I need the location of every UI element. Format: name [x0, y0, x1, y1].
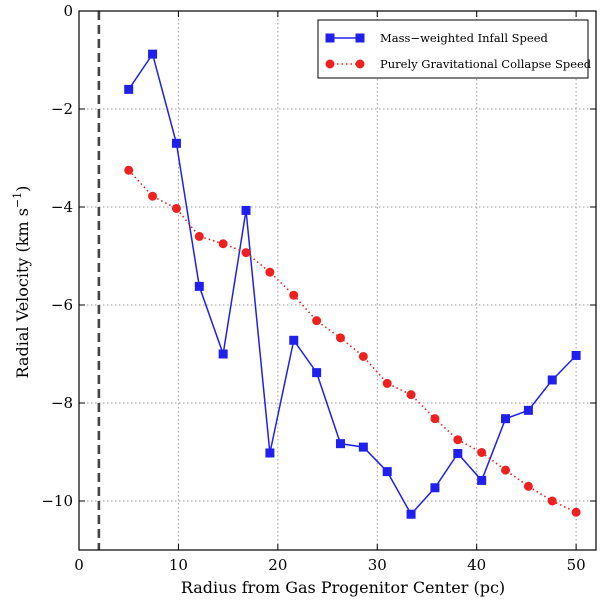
- data-point: [265, 267, 275, 277]
- data-point: [218, 239, 228, 249]
- data-point: [241, 205, 251, 215]
- data-point: [124, 165, 134, 175]
- y-tick-label: −8: [51, 394, 73, 412]
- data-point: [406, 509, 416, 519]
- data-point: [194, 231, 204, 241]
- series-line: [128, 169, 577, 513]
- data-point: [571, 350, 581, 360]
- plot-area-border: [78, 10, 597, 551]
- y-axis-title-superscript: −1: [11, 192, 24, 208]
- legend-label: Purely Gravitational Collapse Speed: [380, 57, 592, 71]
- data-point: [265, 448, 275, 458]
- x-tick-label: 50: [567, 556, 586, 574]
- data-point: [218, 349, 228, 359]
- data-point: [194, 281, 204, 291]
- data-point: [523, 405, 533, 415]
- data-point: [335, 439, 345, 449]
- x-tick-label: 40: [467, 556, 486, 574]
- data-point: [453, 435, 463, 445]
- series-infall-speed: [124, 49, 581, 519]
- series-line: [128, 52, 577, 516]
- data-point: [406, 390, 416, 400]
- data-point: [430, 483, 440, 493]
- x-tick-label: 20: [268, 556, 287, 574]
- x-tick-label: 10: [169, 556, 188, 574]
- data-point: [430, 414, 440, 424]
- legend-marker: [355, 59, 365, 69]
- data-point: [289, 335, 299, 345]
- data-point: [312, 316, 322, 326]
- x-tick-label: 30: [368, 556, 387, 574]
- data-point: [523, 481, 533, 491]
- legend-marker: [355, 33, 365, 43]
- data-point: [477, 475, 487, 485]
- y-axis-title-main: Radial Velocity (km s: [13, 208, 32, 378]
- data-point: [501, 465, 511, 475]
- data-point: [571, 507, 581, 517]
- data-point: [501, 414, 511, 424]
- legend-marker: [325, 33, 335, 43]
- y-axis-title-close: ): [13, 186, 32, 192]
- data-point: [358, 442, 368, 452]
- data-point: [171, 203, 181, 213]
- legend-marker: [325, 59, 335, 69]
- y-tick-label: −4: [51, 198, 73, 216]
- data-point: [289, 290, 299, 300]
- y-axis-title: Radial Velocity (km s−1): [11, 186, 32, 379]
- data-point: [171, 138, 181, 148]
- legend-box: [317, 19, 589, 79]
- data-point: [547, 496, 557, 506]
- legend-label: Mass−weighted Infall Speed: [380, 31, 549, 45]
- data-point: [382, 378, 392, 388]
- data-point: [358, 351, 368, 361]
- data-point: [547, 375, 557, 385]
- data-point: [312, 368, 322, 378]
- series-collapse-speed: [124, 165, 581, 517]
- data-point: [335, 333, 345, 343]
- data-point: [453, 448, 463, 458]
- y-tick-label: 0: [63, 2, 73, 20]
- data-point: [148, 191, 158, 201]
- data-point: [124, 84, 134, 94]
- data-point: [148, 49, 158, 59]
- grid: [79, 11, 596, 550]
- axis-ticks: 0 10 20 30 40 50 0 −2 −4 −6 −8 −10: [41, 2, 596, 574]
- x-axis-title: Radius from Gas Progenitor Center (pc): [181, 578, 505, 597]
- data-point: [477, 447, 487, 457]
- plot-frame: [78, 10, 597, 551]
- x-tick-label: 0: [74, 556, 84, 574]
- y-tick-label: −2: [51, 100, 73, 118]
- y-tick-label: −6: [51, 296, 73, 314]
- legend: Mass−weighted Infall Speed Purely Gravita…: [317, 19, 592, 79]
- data-point: [382, 467, 392, 477]
- series: [124, 49, 581, 519]
- y-tick-label: −10: [41, 492, 73, 510]
- data-point: [241, 248, 251, 258]
